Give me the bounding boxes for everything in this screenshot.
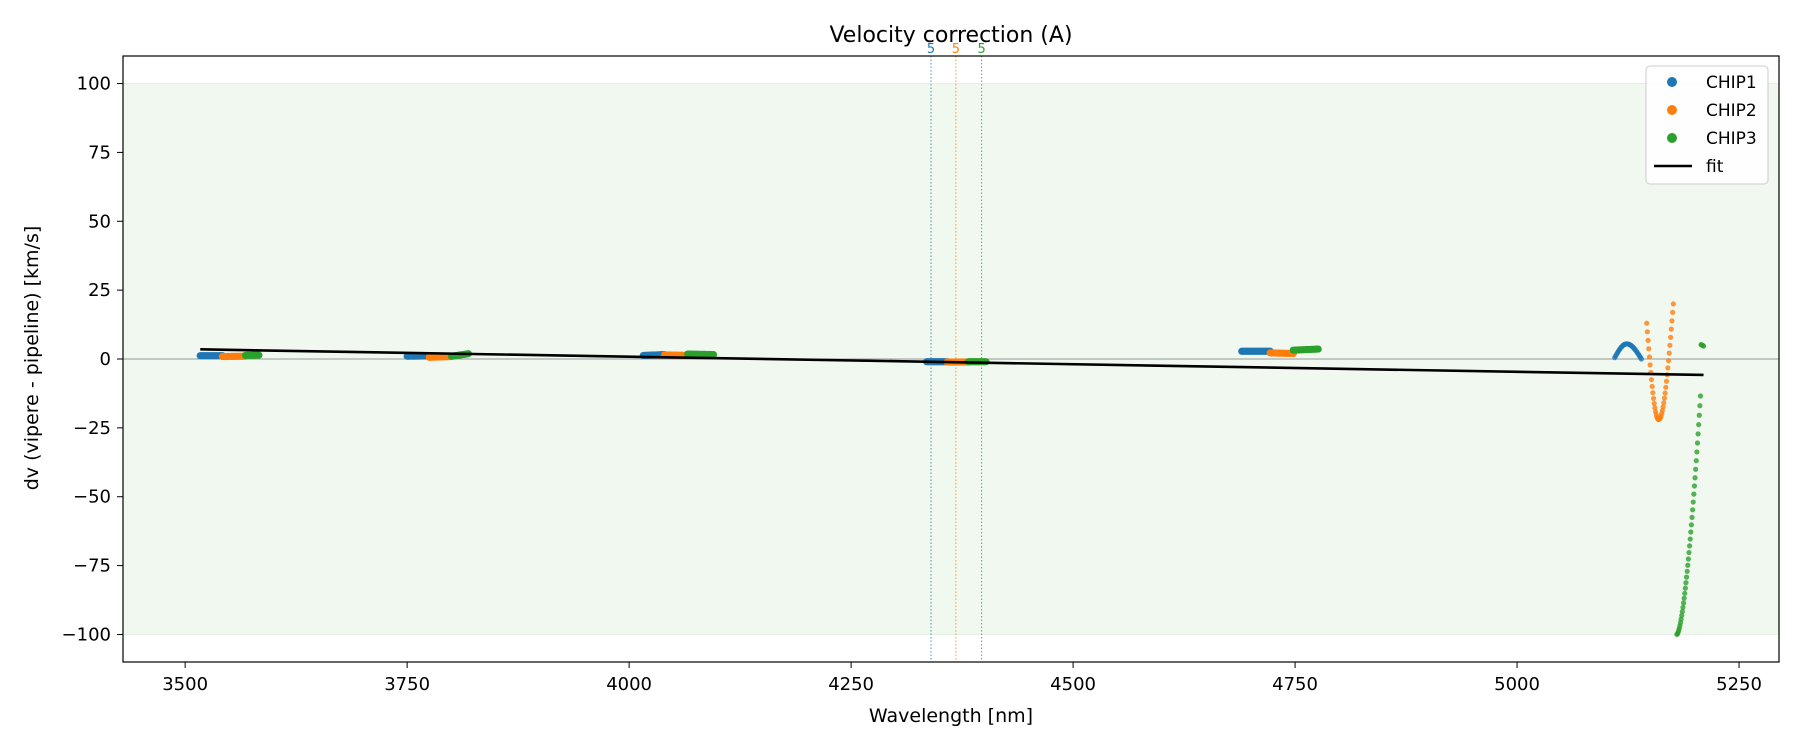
data-point-chip2-6-8 [1648, 377, 1655, 383]
data-point-chip3-6-15 [1682, 585, 1688, 591]
data-point-chip3-6-36 [1695, 431, 1701, 437]
y-tick-label-1: 100 [77, 74, 111, 95]
data-point-chip2-6-37 [1668, 326, 1674, 332]
data-point-chip3-3-16 [709, 350, 718, 359]
y-tick-label-9: −100 [62, 624, 111, 645]
legend-label-chip2: CHIP2 [1706, 101, 1757, 121]
data-point-chip3-6-9 [1679, 612, 1685, 619]
data-point-chip2-6-33 [1665, 358, 1672, 364]
data-point-chip3-6-30 [1691, 483, 1698, 489]
data-point-chip3-6-29 [1691, 491, 1697, 497]
y-tick-label-5: 0 [100, 349, 111, 370]
data-point-chip3-6-39 [1697, 403, 1703, 409]
data-point-chip3-6-24 [1688, 529, 1694, 535]
data-point-chip3-6-12 [1680, 600, 1687, 606]
x-tick-label-5: 4500 [1050, 674, 1096, 695]
legend-marker-chip1 [1667, 77, 1677, 87]
x-tick-label-8: 5250 [1716, 674, 1762, 695]
data-point-chip2-6-35 [1667, 342, 1673, 348]
data-point-chip2-6-12 [1651, 400, 1657, 407]
marker-label-3: 5 [977, 42, 985, 57]
y-tick-label-3: 50 [88, 211, 111, 232]
x-axis-label: Wavelength [nm] [869, 705, 1033, 727]
data-point-chip2-6-11 [1650, 395, 1657, 402]
data-point-chip2-6-36 [1668, 334, 1674, 340]
data-point-chip2-6-5 [1646, 354, 1653, 360]
legend-label-chip3: CHIP3 [1706, 129, 1757, 149]
y-axis-label: dv (vipere - pipeline) [km/s] [21, 226, 43, 491]
data-point-chip3-6-37 [1696, 422, 1702, 428]
y-tick-label-6: −25 [73, 418, 111, 439]
data-point-chip3-1-12 [255, 351, 263, 359]
y-tick-label-7: −50 [73, 487, 111, 508]
x-tick-label-3: 4000 [606, 674, 652, 695]
data-point-chip3-6-11 [1680, 604, 1686, 611]
data-point-chip3-6-13 [1681, 595, 1687, 601]
data-point-chip2-6-2 [1644, 329, 1650, 335]
x-tick-label-4: 4250 [828, 674, 874, 695]
data-point-chip2-6-6 [1647, 362, 1653, 368]
legend-label-chip1: CHIP1 [1706, 73, 1757, 93]
data-point-chip2-6-9 [1649, 383, 1655, 390]
data-point-chip2-6-32 [1665, 365, 1671, 371]
data-point-chip2-6-3 [1645, 337, 1651, 343]
data-point-chip2-6-10 [1650, 390, 1656, 396]
fit-line [200, 348, 1704, 377]
legend-box [1645, 65, 1769, 185]
data-point-chip3-6-23 [1687, 536, 1693, 542]
data-point-chip3-6-38 [1696, 412, 1702, 418]
data-point-chip3-6-14 [1682, 590, 1688, 596]
data-point-chip3-6-19 [1685, 562, 1691, 568]
data-point-chip3-6-32 [1693, 466, 1699, 472]
y-tick-label-4: 25 [88, 280, 111, 301]
x-tick-label-2: 3750 [384, 674, 430, 695]
data-point-chip3-6-34 [1694, 449, 1700, 455]
data-point-chip2-6-26 [1661, 400, 1667, 406]
legend-marker-chip3 [1667, 133, 1677, 143]
chart-title: Velocity correction (A) [829, 23, 1072, 48]
data-point-chip2-6-38 [1669, 318, 1675, 324]
x-tick-label-1: 3500 [162, 674, 208, 695]
series-chip1 [196, 341, 1644, 366]
data-point-chip3-6-26 [1689, 514, 1695, 520]
data-point-chip2-6-25 [1660, 404, 1666, 410]
data-point-chip3-6-10 [1679, 609, 1685, 615]
data-point-chip3-6-17 [1683, 574, 1690, 580]
data-point-chip2-6-1 [1644, 320, 1650, 326]
data-point-chip2-6-39 [1670, 309, 1676, 315]
data-point-chip3-6-31 [1692, 475, 1698, 481]
y-tick-label-2: 75 [88, 142, 111, 163]
data-point-chip2-6-30 [1663, 378, 1670, 384]
marker-label-1: 5 [927, 42, 935, 57]
data-point-chip3-6-28 [1690, 499, 1696, 505]
data-point-chip3-6-35 [1694, 440, 1701, 446]
y-tick-label-8: −75 [73, 556, 111, 577]
data-point-chip3-6-21 [1686, 549, 1692, 556]
legend-marker-chip2 [1667, 105, 1677, 115]
data-point-chip2-6-34 [1666, 350, 1672, 356]
x-tick-label-7: 5000 [1494, 674, 1540, 695]
data-point-chip3-6-18 [1684, 568, 1690, 574]
data-point-chip3-6-20 [1685, 556, 1691, 562]
data-point-chip3-6-33 [1693, 458, 1699, 464]
data-point-chip3-6-25 [1688, 522, 1695, 528]
data-point-chip1-6-30 [1638, 356, 1644, 362]
data-point-chip2-6-27 [1661, 395, 1668, 401]
data-point-chip2-6-28 [1662, 390, 1668, 396]
x-tick-label-6: 4750 [1272, 674, 1318, 695]
data-point-chip3-6-40 [1697, 393, 1704, 399]
data-point-chip3-5-16 [1314, 345, 1322, 353]
legend-label-fit: fit [1706, 157, 1724, 177]
data-point-chip3-6-45 [1700, 343, 1707, 349]
data-point-chip3-6-16 [1683, 580, 1689, 586]
data-point-chip2-6-29 [1663, 384, 1669, 390]
marker-label-2: 5 [952, 42, 960, 57]
data-point-chip3-6-27 [1690, 507, 1696, 513]
data-point-chip2-6-40 [1670, 301, 1676, 307]
data-point-chip2-6-4 [1646, 346, 1652, 352]
data-point-chip3-6-22 [1687, 543, 1693, 549]
